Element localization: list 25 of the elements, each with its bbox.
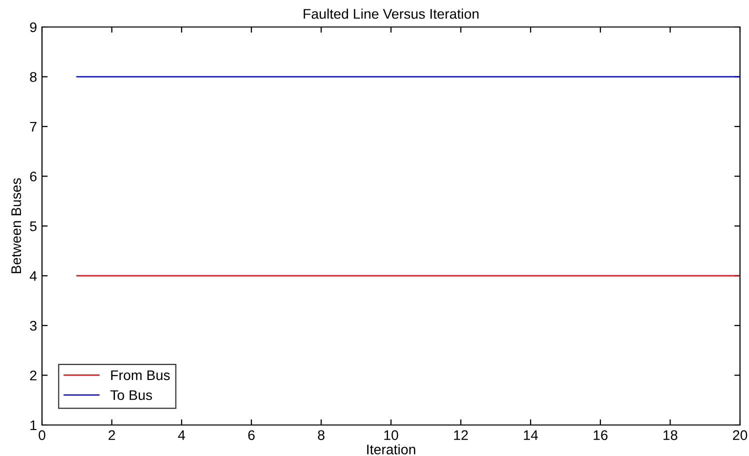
legend-label: To Bus bbox=[110, 390, 152, 400]
y-tick-label: 5 bbox=[30, 221, 37, 232]
y-tick-label: 3 bbox=[30, 320, 37, 331]
y-axis-title: Between Buses bbox=[11, 178, 22, 274]
y-tick-label: 4 bbox=[30, 271, 37, 281]
x-tick-label: 8 bbox=[318, 430, 324, 440]
legend-label: From Bus bbox=[111, 370, 170, 380]
x-tick-label: 10 bbox=[384, 430, 398, 440]
y-tick-label: 8 bbox=[30, 72, 37, 82]
x-tick-label: 12 bbox=[454, 430, 468, 440]
y-tick-label: 7 bbox=[30, 122, 36, 132]
x-tick-label: 0 bbox=[38, 430, 46, 440]
x-tick-label: 4 bbox=[178, 430, 186, 440]
x-tick-label: 6 bbox=[248, 430, 255, 440]
x-tick-label: 2 bbox=[108, 430, 115, 440]
y-tick-label: 6 bbox=[30, 172, 37, 182]
x-tick-label: 20 bbox=[732, 430, 748, 440]
chart-title: Faulted Line Versus Iteration bbox=[304, 8, 479, 19]
y-tick-label: 2 bbox=[30, 370, 36, 380]
x-axis-title: Iteration bbox=[367, 444, 416, 454]
x-tick-label: 14 bbox=[524, 430, 538, 440]
y-tick-label: 9 bbox=[30, 22, 36, 32]
x-tick-label: 16 bbox=[594, 430, 608, 440]
y-tick-label: 1 bbox=[30, 420, 36, 430]
x-tick-label: 18 bbox=[664, 430, 678, 440]
